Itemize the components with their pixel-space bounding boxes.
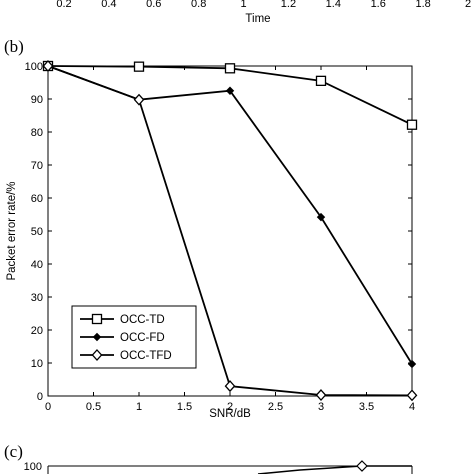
panel-a-x-tick-label: 0.4 — [101, 0, 116, 10]
panel-b-label: (b) — [4, 37, 24, 56]
data-point — [224, 63, 236, 74]
x-tick-label: 2.5 — [268, 401, 283, 413]
data-point — [315, 389, 327, 401]
panel-a-x-tick-label: 1.2 — [281, 0, 296, 10]
legend-marker — [91, 313, 103, 325]
x-tick-label: 4 — [409, 401, 415, 413]
panel-c-top-strip: 100 — [24, 460, 413, 474]
legend-entry: OCC-TFD — [80, 349, 172, 362]
y-tick-label: 90 — [31, 94, 43, 106]
panel-a-x-tick-label: 1 — [240, 0, 246, 10]
y-axis-label: Packet error rate/% — [6, 181, 18, 280]
x-tick-label: 1.5 — [177, 401, 192, 413]
legend-marker — [92, 332, 102, 342]
series-occ-td — [42, 60, 418, 130]
panel-c-y-tick-100: 100 — [24, 461, 42, 473]
panel-a-x-tick-label: 0.8 — [191, 0, 206, 10]
y-tick-label: 100 — [25, 61, 43, 73]
legend-entry: OCC-TD — [80, 313, 165, 326]
panel-c-label: (c) — [4, 442, 23, 461]
data-point — [315, 75, 327, 86]
legend: OCC-TD OCC-FD OCC-TFD — [71, 305, 197, 369]
data-point — [225, 86, 235, 95]
y-tick-label: 0 — [37, 391, 43, 403]
data-point — [316, 212, 326, 222]
y-tick-label: 80 — [31, 127, 43, 139]
data-point — [406, 389, 418, 402]
panel-a-x-axis-label: Time — [245, 13, 270, 25]
data-point — [133, 93, 145, 106]
x-tick-label: 0 — [45, 401, 51, 413]
panel-c-partial-marker — [356, 460, 368, 472]
data-point — [407, 359, 417, 369]
legend-label: OCC-TD — [120, 314, 165, 326]
y-tick-label: 60 — [31, 193, 43, 205]
panel-a-x-tick-label: 0.6 — [146, 0, 161, 10]
legend-entry: OCC-FD — [80, 332, 165, 344]
x-tick-label: 2 — [227, 401, 233, 413]
x-tick-label: 3 — [318, 401, 324, 413]
legend-label: OCC-FD — [120, 332, 165, 344]
panel-b-plot: 0 0.5 1 1.5 2 2.5 3 3.5 40102030405060708090100 … — [6, 60, 418, 420]
x-tick-label: 1 — [136, 401, 142, 413]
panel-a-x-tick-label: 1.8 — [415, 0, 430, 10]
data-point — [133, 61, 145, 72]
y-tick-label: 70 — [31, 160, 43, 172]
panel-a-bottom-strip: 0.2 0.4 0.6 0.8 1 1.2 1.4 1.6 1.8 2 Time — [56, 0, 471, 25]
series-occ-tfd — [42, 60, 418, 402]
x-tick-label: 0.5 — [86, 401, 101, 413]
y-tick-label: 40 — [31, 259, 43, 271]
x-axis-label: SNR/dB — [209, 408, 251, 420]
y-tick-label: 10 — [31, 358, 43, 370]
panel-a-x-tick-label: 0.2 — [56, 0, 71, 10]
panel-a-x-tick-label: 1.6 — [371, 0, 386, 10]
y-tick-label: 50 — [31, 226, 43, 238]
y-tick-label: 20 — [31, 325, 43, 337]
panel-a-x-tick-label: 2 — [465, 0, 471, 10]
panel-a-x-tick-label: 1.4 — [326, 0, 341, 10]
panel-a-x-tick-labels: 0.2 0.4 0.6 0.8 1 1.2 1.4 1.6 1.8 2 — [56, 0, 471, 10]
data-point — [224, 380, 236, 393]
y-tick-label: 30 — [31, 292, 43, 304]
data-point — [42, 60, 54, 72]
legend-label: OCC-TFD — [120, 350, 172, 362]
x-tick-label: 3.5 — [359, 401, 374, 413]
data-point — [406, 119, 418, 130]
panel-b-series — [42, 60, 418, 402]
panel-c-partial-lines — [257, 465, 412, 474]
series-line — [47, 65, 413, 126]
legend-marker — [91, 349, 103, 361]
